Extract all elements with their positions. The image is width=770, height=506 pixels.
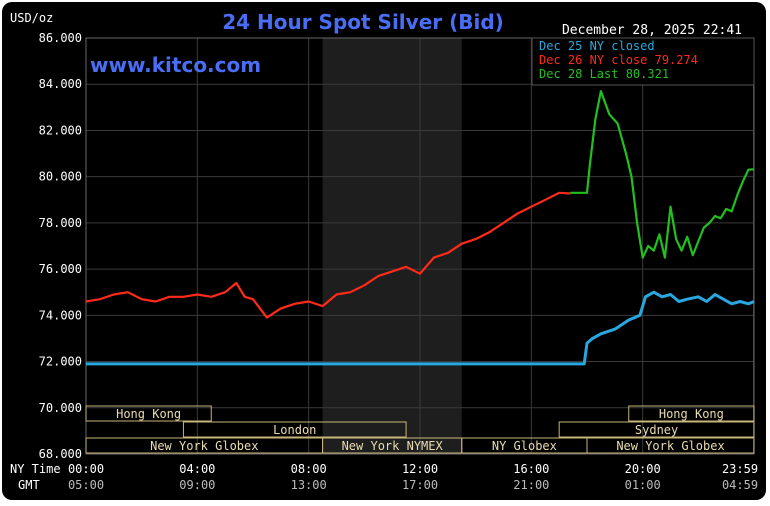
shaded-session-region [322, 38, 462, 454]
ny-time-label: NY Time [10, 462, 61, 476]
y-unit-label: USD/oz [10, 11, 53, 25]
legend-entry-dec25: Dec 25 NY closed [539, 39, 655, 53]
y-tick-label: 70.000 [39, 401, 82, 415]
x-tick-label-gmt: 13:00 [291, 478, 327, 492]
watermark: www.kitco.com [90, 53, 261, 77]
gmt-label: GMT [18, 478, 40, 492]
y-tick-label: 82.000 [39, 123, 82, 137]
plot-border [85, 37, 755, 455]
session-label: Sydney [635, 423, 678, 437]
x-tick-label-gmt: 17:00 [402, 478, 438, 492]
legend-entry-dec26: Dec 26 NY close 79.274 [539, 53, 698, 67]
datetime-stamp: December 28, 2025 22:41 [562, 23, 742, 38]
y-tick-label: 76.000 [39, 262, 82, 276]
session-bar [558, 421, 755, 438]
series-line-1 [86, 290, 755, 366]
session-label: NY Globex [492, 439, 557, 453]
legend-entry-dec28: Dec 28 Last 80.321 [539, 67, 669, 81]
session-label: New York NYMEX [342, 439, 444, 453]
series-line-2 [85, 191, 571, 319]
x-tick-label-ny: 16:00 [513, 462, 549, 476]
x-tick-label-gmt: 01:00 [625, 478, 661, 492]
x-tick-label-ny: 08:00 [291, 462, 327, 476]
x-tick-label-gmt: 09:00 [179, 478, 215, 492]
session-bar [586, 437, 755, 454]
y-tick-label: 80.000 [39, 170, 82, 184]
y-tick-label: 86.000 [39, 31, 82, 45]
x-tick-label-gmt: 04:59 [722, 478, 758, 492]
x-tick-label-gmt: 21:00 [513, 478, 549, 492]
x-tick-label-gmt: 05:00 [68, 478, 104, 492]
session-bar [85, 405, 212, 422]
chart-frame: Hong Kong London New York Globex New York N… [2, 2, 766, 500]
y-tick-label: 78.000 [39, 216, 82, 230]
chart-title: 24 Hour Spot Silver (Bid) [222, 10, 504, 34]
legend-box [531, 37, 755, 86]
session-bar [628, 405, 755, 422]
x-tick-label-ny: 12:00 [402, 462, 438, 476]
x-tick-label-ny: 04:00 [179, 462, 215, 476]
y-tick-label: 72.000 [39, 355, 82, 369]
session-label: New York Globex [616, 439, 724, 453]
session-label: Hong Kong [659, 407, 724, 421]
session-label: Hong Kong [116, 407, 181, 421]
series-line-3 [570, 90, 755, 259]
x-tick-label-ny: 00:00 [68, 462, 104, 476]
session-bar [182, 421, 407, 438]
session-label: London [273, 423, 316, 437]
y-tick-label: 84.000 [39, 77, 82, 91]
x-tick-label-ny: 20:00 [625, 462, 661, 476]
x-tick-label-ny: 23:59 [722, 462, 758, 476]
session-label: New York Globex [150, 439, 258, 453]
legend: Dec 25 NY closed Dec 26 NY close 79.274 … [531, 37, 755, 86]
y-tick-label: 68.000 [39, 447, 82, 461]
y-tick-label: 74.000 [39, 308, 82, 322]
